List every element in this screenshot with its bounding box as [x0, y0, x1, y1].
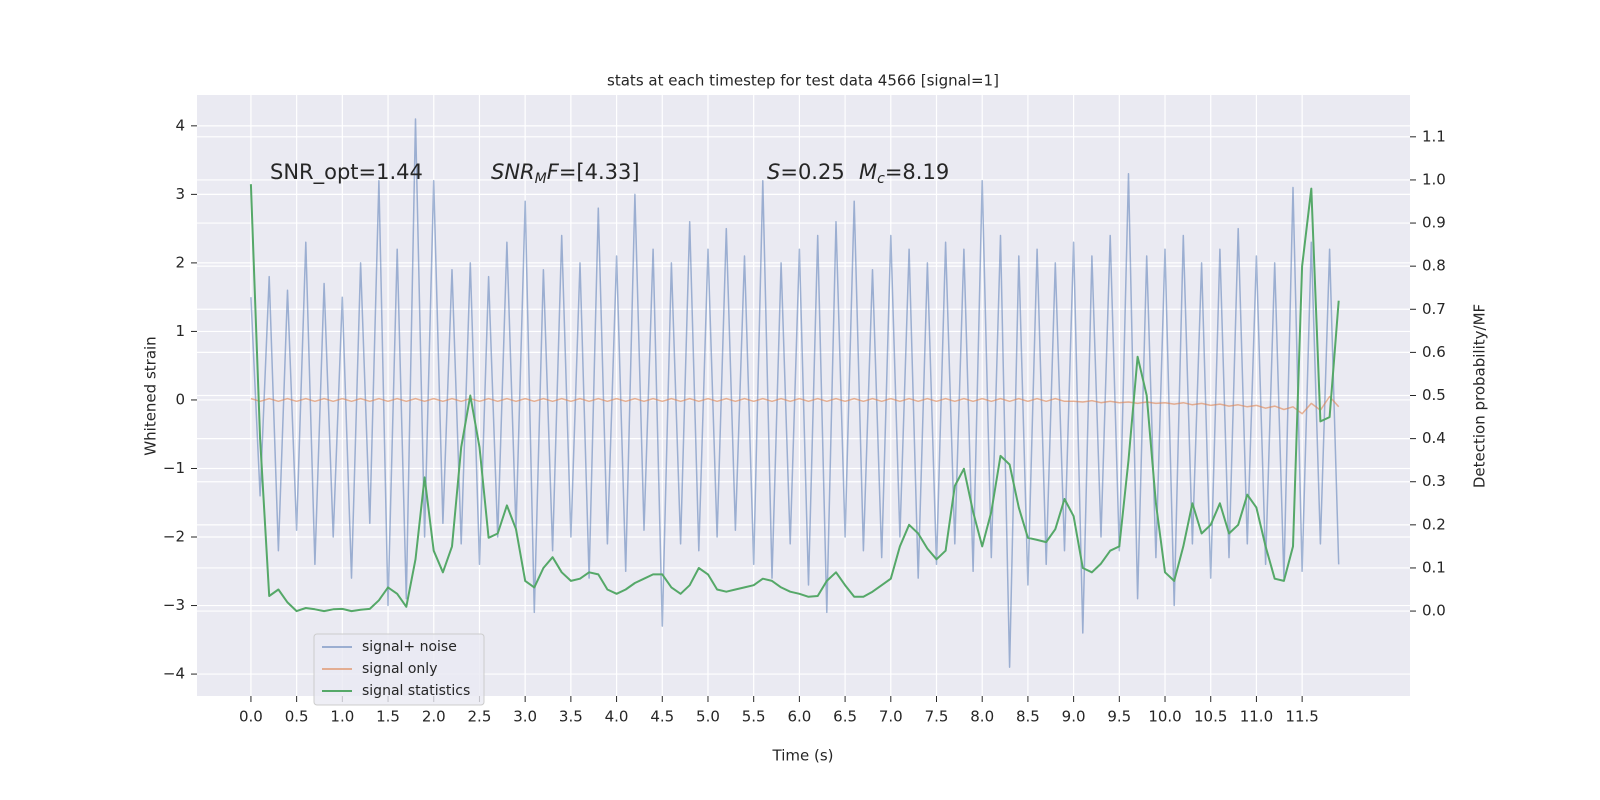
y2-tick-label: 1.0 — [1422, 170, 1446, 188]
annotation: SNR_opt=1.44 — [270, 160, 423, 185]
x-tick-label: 11.5 — [1285, 708, 1318, 726]
x-tick-label: 7.5 — [925, 708, 949, 726]
annotation-part: c — [877, 171, 885, 187]
annotation: SNRMF=[4.33] — [491, 160, 640, 187]
x-tick-label: 1.0 — [330, 708, 354, 726]
y-tick-label: 3 — [175, 185, 185, 203]
series-line — [249, 184, 1340, 613]
x-tick-label: 8.5 — [1016, 708, 1040, 726]
y2-tick-label: 1.1 — [1422, 127, 1446, 145]
annotation: Mc=8.19 — [859, 160, 949, 187]
annotation-part: =[4.33] — [559, 160, 640, 184]
x-tick-label: 1.5 — [376, 708, 400, 726]
y-tick-label: 4 — [175, 116, 185, 134]
y2-tick-label: 0.7 — [1422, 300, 1446, 318]
x-tick-label: 5.0 — [696, 708, 720, 726]
x-tick-label: 3.0 — [513, 708, 537, 726]
x-tick-label: 2.5 — [468, 708, 492, 726]
x-tick-label: 11.0 — [1240, 708, 1273, 726]
x-axis-label: Time (s) — [772, 747, 834, 765]
x-tick-label: 6.5 — [833, 708, 857, 726]
x-tick-label: 0.0 — [239, 708, 263, 726]
y-tick-label: −4 — [163, 665, 185, 683]
annotation-part: SNR — [491, 160, 535, 184]
x-tick-label: 8.0 — [970, 708, 994, 726]
y-tick-label: −1 — [163, 459, 185, 477]
y2-tick-label: 0.1 — [1422, 558, 1446, 576]
y-tick-label: −2 — [163, 528, 185, 546]
annotation-part: M — [535, 171, 547, 187]
x-tick-label: 4.0 — [605, 708, 629, 726]
legend-label: signal statistics — [362, 683, 470, 699]
series-line — [250, 118, 1340, 668]
annotation-part: =0.25 — [780, 160, 844, 184]
annotation-part: F — [547, 160, 560, 184]
y2-tick-label: 0.5 — [1422, 386, 1446, 404]
y2-axis-label: Detection probability/MF — [1471, 304, 1489, 488]
y2-tick-label: 0.2 — [1422, 515, 1446, 533]
x-tick-label: 7.0 — [879, 708, 903, 726]
y2-tick-label: 0.3 — [1422, 472, 1446, 490]
x-tick-label: 5.5 — [742, 708, 766, 726]
x-tick-label: 3.5 — [559, 708, 583, 726]
annotation-part: =8.19 — [885, 160, 949, 184]
annotation: S=0.25 — [767, 160, 845, 184]
x-tick-label: 10.0 — [1148, 708, 1181, 726]
legend-label: signal+ noise — [362, 639, 457, 655]
y-axis-label: Whitened strain — [142, 336, 160, 455]
y2-tick-label: 0.4 — [1422, 429, 1446, 447]
annotation-part: SNR_opt=1.44 — [270, 160, 423, 185]
x-tick-label: 10.5 — [1194, 708, 1227, 726]
legend-box — [313, 633, 485, 706]
annotation-part: S — [767, 160, 780, 184]
x-tick-label: 4.5 — [650, 708, 674, 726]
y-tick-label: 0 — [175, 390, 185, 408]
y-tick-label: −3 — [163, 596, 185, 614]
y2-tick-label: 0.9 — [1422, 214, 1446, 232]
series-line — [250, 395, 1340, 415]
x-tick-label: 2.0 — [422, 708, 446, 726]
chart-title: stats at each timestep for test data 456… — [607, 72, 999, 90]
legend-label: signal only — [362, 661, 437, 677]
y2-tick-label: 0.8 — [1422, 257, 1446, 275]
x-tick-label: 6.0 — [787, 708, 811, 726]
y-tick-label: 2 — [175, 253, 185, 271]
y2-tick-label: 0.6 — [1422, 343, 1446, 361]
y2-tick-label: 0.0 — [1422, 602, 1446, 620]
x-tick-label: 9.5 — [1107, 708, 1131, 726]
x-tick-label: 9.0 — [1062, 708, 1086, 726]
y-tick-label: 1 — [175, 322, 185, 340]
annotation-part: M — [859, 160, 877, 184]
x-tick-label: 0.5 — [285, 708, 309, 726]
